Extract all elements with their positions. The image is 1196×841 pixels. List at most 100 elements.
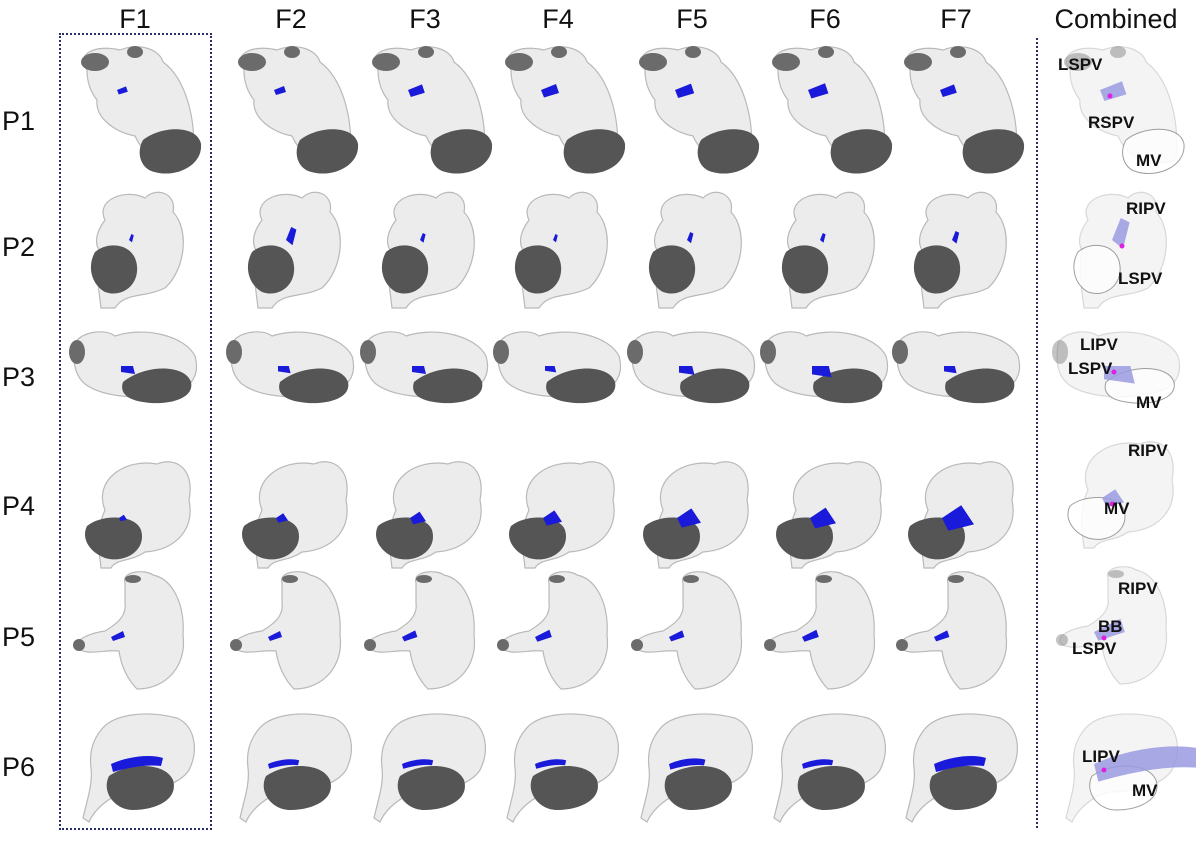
column-label-combined: Combined	[1054, 4, 1178, 34]
vein-cap	[948, 575, 964, 583]
mitral-valve	[514, 245, 562, 294]
vein-cap	[418, 46, 434, 58]
combined-marker	[1109, 501, 1115, 507]
lesion	[420, 233, 426, 243]
column-label-f4: F4	[542, 4, 574, 34]
combined-atrium-p4: RIPV MV	[1067, 441, 1174, 549]
lesion	[810, 507, 836, 529]
lesion	[952, 231, 960, 244]
lesion	[940, 84, 957, 97]
row-label-p2: P2	[2, 232, 36, 262]
lesion	[944, 366, 957, 374]
atrium-surface	[367, 571, 476, 690]
lesion	[402, 630, 418, 642]
combined-label: RIPV	[1126, 199, 1166, 218]
combined-label: MV	[1136, 151, 1162, 170]
vein-cap	[372, 53, 400, 71]
lesion	[286, 227, 297, 246]
mitral-valve	[85, 517, 143, 560]
lesion	[117, 86, 128, 95]
atrium-p2-f2	[247, 191, 341, 309]
vein-cap	[764, 639, 776, 651]
vein-cap	[683, 575, 699, 583]
mitral-valve	[122, 368, 192, 404]
atrium-surface	[899, 571, 1008, 690]
mitral-valve	[106, 765, 174, 810]
atrium-p6-f1	[82, 713, 195, 823]
mitral-valve	[1122, 128, 1185, 174]
mitral-valve	[546, 368, 616, 404]
mitral-valve	[397, 765, 465, 810]
lesion	[276, 513, 288, 523]
combined-label: LSPV	[1058, 55, 1103, 74]
lesion	[808, 83, 829, 99]
atrium-p5-f7	[896, 571, 1008, 690]
mitral-valve	[139, 129, 202, 174]
vein-cap	[685, 46, 701, 58]
mitral-valve	[90, 245, 138, 294]
mitral-valve	[430, 129, 493, 174]
atrium-p4-f7	[908, 461, 1014, 569]
mitral-valve	[530, 765, 598, 810]
mitral-valve	[781, 245, 829, 294]
lesion	[412, 366, 426, 374]
mitral-valve	[263, 765, 331, 810]
atrium-p4-f6	[776, 461, 882, 569]
combined-atrium-p5: RIPV BB LSPV	[1056, 566, 1168, 685]
vein-cap	[1056, 634, 1068, 646]
mitral-valve	[279, 368, 349, 404]
combined-label: RIPV	[1128, 441, 1168, 460]
column-label-f2: F2	[275, 4, 307, 34]
mitral-valve	[813, 368, 883, 404]
lesion	[408, 84, 425, 97]
column-label-f6: F6	[809, 4, 841, 34]
mitral-valve	[776, 517, 834, 560]
atrium-p4-f3	[376, 461, 482, 569]
atrium-p5-f4	[497, 571, 609, 690]
mitral-valve	[509, 517, 567, 560]
combined-marker	[1101, 635, 1107, 641]
mitral-valve	[247, 245, 295, 294]
atrium-p1-f5	[639, 46, 760, 174]
vein-cap	[364, 639, 376, 651]
atrium-p2-f3	[381, 191, 475, 309]
vein-cap	[230, 639, 242, 651]
lesion	[119, 514, 127, 522]
vein-cap	[226, 340, 242, 364]
mitral-valve	[929, 765, 997, 810]
atrium-p3-f3	[360, 331, 488, 404]
vein-cap	[551, 46, 567, 58]
vein-cap	[772, 53, 800, 71]
combined-lesion	[1093, 746, 1196, 782]
lesion	[677, 508, 701, 528]
vein-cap	[69, 340, 85, 364]
lesion	[402, 759, 434, 769]
mitral-valve	[413, 368, 483, 404]
mitral-valve	[664, 765, 732, 810]
mitral-valve	[913, 245, 961, 294]
mitral-valve	[376, 517, 434, 560]
lesion	[669, 630, 685, 642]
lesion	[268, 631, 282, 641]
mitral-valve	[1073, 244, 1121, 294]
combined-divider	[1036, 38, 1038, 828]
mitral-valve	[296, 129, 359, 174]
combined-marker	[1119, 243, 1125, 249]
vein-cap	[818, 46, 834, 58]
column-label-f1: F1	[119, 4, 151, 34]
lesion	[111, 631, 125, 641]
vein-cap	[360, 340, 376, 364]
vein-cap	[950, 46, 966, 58]
atrium-p5-f1	[73, 571, 185, 690]
vein-cap	[125, 575, 141, 583]
combined-label: LSPV	[1118, 269, 1163, 288]
atrium-p6-f7	[905, 713, 1018, 823]
vein-cap	[892, 340, 908, 364]
vein-cap	[631, 639, 643, 651]
vein-cap	[1108, 570, 1124, 578]
mitral-valve	[945, 368, 1015, 404]
lesion	[535, 629, 552, 642]
atrium-p4-f4	[509, 461, 615, 569]
combined-lesion	[1094, 618, 1125, 641]
